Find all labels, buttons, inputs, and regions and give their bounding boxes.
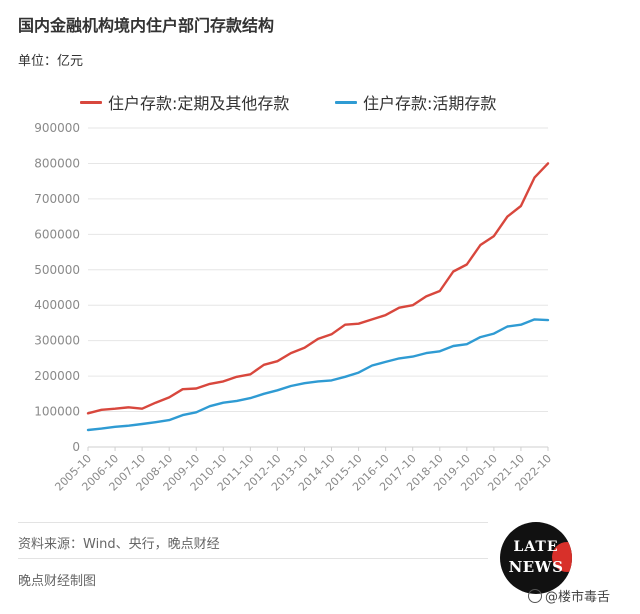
y-tick-label: 400000	[34, 298, 80, 312]
series-line-demand-deposits	[86, 318, 550, 432]
y-tick-label: 0	[72, 440, 80, 454]
y-tick-label: 200000	[34, 369, 80, 383]
legend-swatch-time-deposits	[80, 100, 102, 104]
legend-item-time-deposits: 住户存款:定期及其他存款	[80, 90, 289, 114]
y-tick-label: 100000	[34, 405, 80, 419]
watermark-text: @楼市毒舌	[545, 590, 611, 605]
chart-title: 国内金融机构境内住户部门存款结构	[18, 16, 275, 35]
legend-swatch-demand-deposits	[335, 100, 357, 104]
series-line-time-deposits	[86, 162, 550, 415]
logo-accent-dot	[552, 542, 572, 572]
legend-label-demand-deposits: 住户存款:活期存款	[363, 94, 497, 113]
y-tick-label: 300000	[34, 334, 80, 348]
logo-line-1: LATE	[513, 539, 559, 555]
logo-line-2: NEWS	[508, 558, 564, 576]
y-tick-label: 800000	[34, 156, 80, 170]
y-tick-label: 900000	[34, 121, 80, 135]
legend-label-time-deposits: 住户存款:定期及其他存款	[108, 94, 290, 113]
y-tick-label: 500000	[34, 263, 80, 277]
divider-bottom	[18, 558, 488, 559]
late-news-logo: LATE NEWS	[500, 522, 572, 594]
unit-label: 单位：亿元	[18, 54, 84, 69]
weibo-icon	[528, 588, 542, 603]
y-tick-label: 600000	[34, 227, 80, 241]
watermark: @楼市毒舌	[528, 586, 610, 605]
divider-top	[18, 522, 488, 523]
maker-note: 晚点财经制图	[18, 574, 97, 589]
source-note: 资料来源：Wind、央行，晚点财经	[18, 537, 220, 552]
y-tick-label: 700000	[34, 192, 80, 206]
legend-item-demand-deposits: 住户存款:活期存款	[335, 90, 496, 114]
legend: 住户存款:定期及其他存款 住户存款:活期存款	[0, 90, 640, 114]
line-chart: 0 100000 200000 300000 400000 500000 600000 700…	[34, 121, 554, 494]
